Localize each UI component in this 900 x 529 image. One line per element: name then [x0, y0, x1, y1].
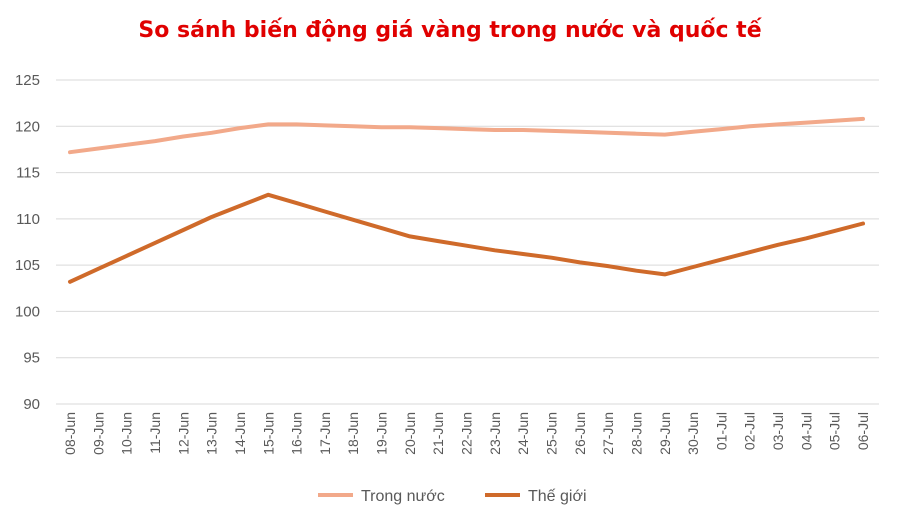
x-tick-label: 16-Jun [289, 412, 305, 455]
series-line-world [68, 192, 865, 284]
x-tick-label: 18-Jun [345, 412, 361, 455]
x-tick-label: 11-Jun [147, 412, 163, 454]
x-tick-label: 04-Jul [798, 412, 814, 450]
y-tick-label: 115 [16, 165, 40, 182]
x-tick-label: 21-Jun [430, 412, 446, 455]
x-tick-label: 20-Jun [402, 412, 418, 455]
y-tick-label: 90 [23, 396, 40, 413]
x-tick-label: 14-Jun [232, 412, 248, 455]
y-tick-label: 95 [23, 350, 40, 367]
series-lines [68, 116, 865, 284]
series-line-domestic [68, 116, 865, 155]
x-tick-label: 15-Jun [260, 412, 276, 455]
y-tick-label: 120 [15, 118, 40, 135]
x-tick-label: 30-Jun [685, 412, 701, 455]
x-tick-label: 10-Jun [119, 412, 135, 455]
x-tick-label: 25-Jun [543, 412, 559, 455]
legend-label: Trong nước [361, 488, 445, 505]
legend-label: Thế giới [528, 488, 587, 505]
x-tick-label: 13-Jun [204, 412, 220, 455]
x-tick-label: 02-Jul [742, 412, 758, 450]
x-tick-label: 08-Jun [62, 412, 78, 455]
x-tick-label: 24-Jun [515, 412, 531, 455]
x-tick-label: 28-Jun [628, 412, 644, 455]
x-tick-label: 06-Jul [855, 412, 871, 450]
x-tick-label: 19-Jun [374, 412, 390, 455]
x-tick-label: 17-Jun [317, 412, 333, 455]
legend: Trong nước Thế giới [318, 488, 587, 505]
x-tick-label: 12-Jun [175, 412, 191, 455]
x-tick-label: 05-Jul [827, 412, 843, 450]
x-tick-label: 01-Jul [713, 412, 729, 450]
x-tick-label: 09-Jun [90, 412, 106, 455]
y-axis-ticks: 90 95 100 105 110 115 120 125 [15, 72, 40, 413]
y-tick-label: 125 [15, 72, 40, 89]
y-tick-label: 100 [15, 303, 40, 320]
x-tick-label: 22-Jun [459, 412, 475, 455]
x-tick-label: 29-Jun [657, 412, 673, 455]
y-tick-label: 105 [15, 257, 40, 274]
x-tick-label: 26-Jun [572, 412, 588, 455]
x-tick-label: 23-Jun [487, 412, 503, 455]
chart-title: So sánh biến động giá vàng trong nước và… [138, 18, 762, 43]
y-tick-label: 110 [16, 211, 40, 228]
x-tick-label: 27-Jun [600, 412, 616, 455]
x-tick-label: 03-Jul [770, 412, 786, 450]
x-axis-ticks: 08-Jun 09-Jun 10-Jun 11-Jun 12-Jun 13-Jun 14-J… [62, 412, 871, 455]
